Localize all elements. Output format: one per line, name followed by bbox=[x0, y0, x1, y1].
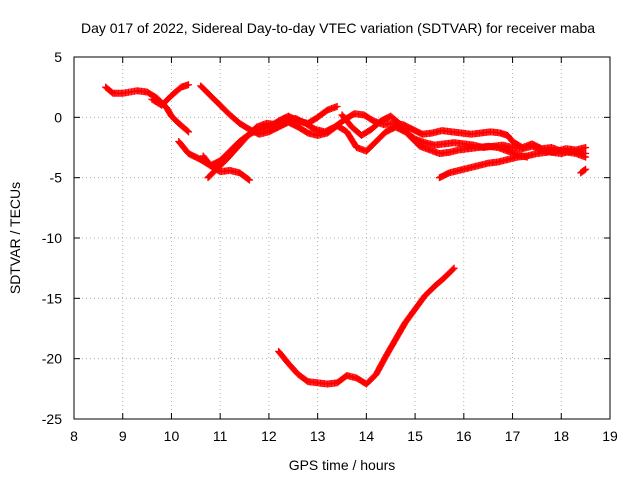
y-tick-label: -20 bbox=[42, 351, 62, 367]
data-point bbox=[185, 128, 193, 136]
data-point bbox=[245, 176, 253, 184]
x-tick-label: 12 bbox=[261, 428, 277, 444]
series-track-a bbox=[102, 83, 193, 136]
x-tick-label: 16 bbox=[456, 428, 472, 444]
y-axis-title: SDTVAR / TECUs bbox=[7, 182, 23, 294]
y-tick-label: -15 bbox=[42, 290, 62, 306]
data-point bbox=[582, 153, 590, 161]
data-point bbox=[449, 265, 457, 273]
x-tick-label: 8 bbox=[70, 428, 78, 444]
data-point bbox=[183, 127, 191, 135]
grid-layer bbox=[74, 57, 610, 419]
x-tick-label: 15 bbox=[407, 428, 423, 444]
x-tick-label: 17 bbox=[505, 428, 521, 444]
data-point bbox=[582, 144, 590, 151]
y-tick-label: -10 bbox=[42, 230, 62, 246]
data-point bbox=[333, 102, 341, 110]
series-track-i bbox=[577, 165, 590, 177]
x-tick-label: 14 bbox=[359, 428, 375, 444]
data-point bbox=[581, 166, 589, 174]
data-point bbox=[582, 165, 590, 173]
data-point bbox=[185, 81, 193, 89]
series-track-h bbox=[435, 144, 590, 182]
x-tick-label: 11 bbox=[213, 428, 228, 444]
data-point bbox=[244, 175, 252, 183]
series-track-e bbox=[199, 152, 253, 184]
y-tick-label: 0 bbox=[54, 109, 62, 125]
series-track-b bbox=[148, 81, 193, 109]
data-point bbox=[450, 264, 458, 272]
x-tick-label: 18 bbox=[553, 428, 569, 444]
x-tick-label: 9 bbox=[119, 428, 127, 444]
x-tick-label: 13 bbox=[310, 428, 326, 444]
y-tick-label: 5 bbox=[54, 49, 62, 65]
x-tick-label: 19 bbox=[602, 428, 618, 444]
y-tick-label: -5 bbox=[50, 170, 63, 186]
x-tick-label: 10 bbox=[164, 428, 180, 444]
x-axis-title: GPS time / hours bbox=[289, 457, 396, 473]
y-tick-label: -25 bbox=[42, 411, 62, 427]
ticks-layer: 8 9 10 11 12 13 14 15 16 17 18 19 -25 -20 -15 -10 -5 0 5 bbox=[42, 49, 618, 444]
points-layer bbox=[102, 81, 590, 388]
series-track-j bbox=[275, 264, 458, 388]
chart-title: Day 017 of 2022, Sidereal Day-to-day VTE… bbox=[81, 20, 595, 36]
